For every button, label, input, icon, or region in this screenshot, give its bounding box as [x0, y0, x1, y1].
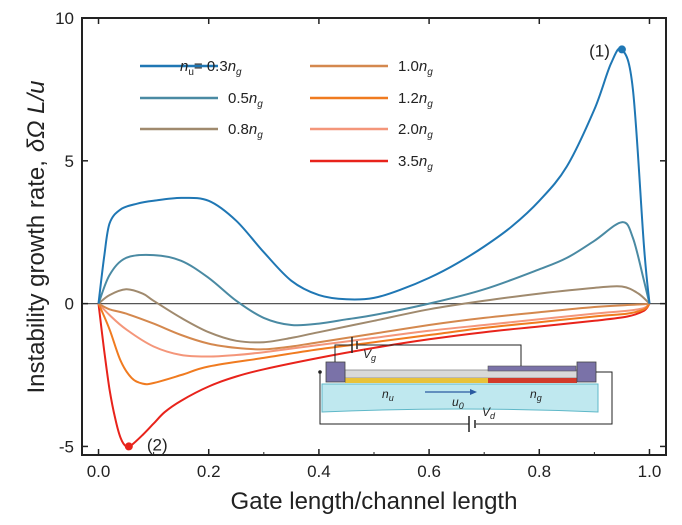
legend-label-2: 0.8ng [228, 121, 263, 141]
series-line-2 [97, 285, 651, 344]
gate-metal [487, 365, 577, 372]
legend-label-5: 2.0ng [398, 121, 433, 141]
series-line-3 [98, 302, 650, 351]
legend-label-1: 0.5ng [228, 90, 263, 110]
series-line-5 [97, 302, 651, 358]
drain-wire-right [476, 371, 613, 425]
x-tick-label: 0.2 [197, 462, 221, 481]
y-axis-title: Instability growth rate, δΩ L/u [23, 80, 50, 393]
flow-arrow-head [470, 389, 477, 395]
marker-label-2: (2) [147, 435, 168, 454]
x-tick-label: 1.0 [638, 462, 662, 481]
wire-node [318, 370, 322, 374]
x-tick-label: 0.0 [87, 462, 111, 481]
y-axis-title-expr: δΩ L/u [23, 80, 50, 152]
series-line-0 [97, 47, 651, 304]
series-line-1 [97, 221, 651, 327]
vg-label: Vg [363, 347, 376, 363]
peak-marker-1 [617, 45, 626, 54]
vd-label: Vd [482, 405, 496, 421]
series-line-4 [97, 302, 651, 386]
u0-label: u0 [452, 395, 464, 411]
legend-label-0: nu= 0.3ng [180, 58, 242, 78]
channel-body [321, 383, 599, 413]
device-schematic-inset: Vg Vd nu ng u0 [318, 337, 613, 432]
drain-wire-left [319, 372, 469, 425]
legend-label-6: 3.5ng [398, 153, 433, 173]
x-tick-label: 0.6 [417, 462, 441, 481]
y-tick-label: -5 [59, 437, 74, 456]
legend-label-4: 1.2ng [398, 90, 433, 110]
source-contact [325, 361, 346, 383]
y-tick-label: 5 [65, 152, 74, 171]
legend-label-3: 1.0ng [398, 58, 433, 78]
x-tick-label: 0.8 [527, 462, 551, 481]
y-tick-label: 0 [65, 295, 74, 314]
drain-contact [576, 361, 597, 383]
gate-wire-right [358, 344, 522, 366]
electron-layer-ungated [345, 378, 488, 383]
peak-marker-2 [124, 442, 133, 451]
y-tick-label: 10 [55, 9, 74, 28]
x-tick-label: 0.4 [307, 462, 331, 481]
nu-label: nu [382, 387, 394, 403]
y-axis-title-text: Instability growth rate, [23, 160, 50, 393]
gate-wire-left [334, 344, 352, 362]
electron-layer-gated [488, 378, 577, 383]
series-line-6 [97, 303, 651, 448]
x-axis-title: Gate length/channel length [231, 488, 518, 515]
marker-label-1: (1) [589, 41, 610, 60]
ng-label: ng [530, 387, 542, 403]
